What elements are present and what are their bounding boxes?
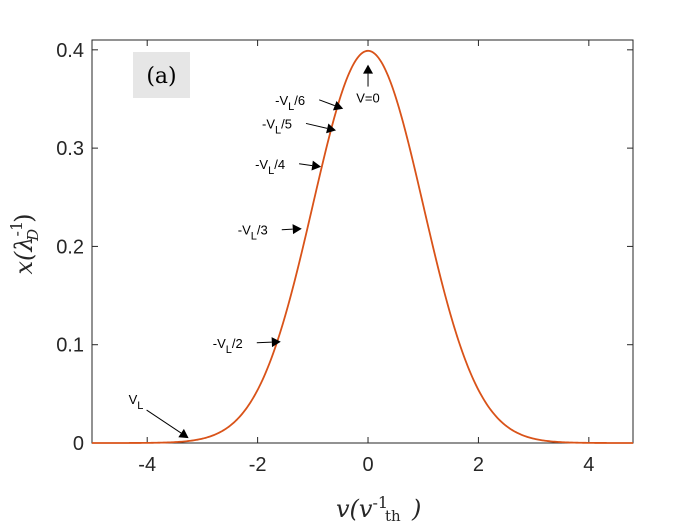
annotation-arrowhead <box>292 224 302 235</box>
x-tick-label: 2 <box>473 454 484 476</box>
y-tick-label: 0.3 <box>56 138 84 160</box>
annotation-arrow <box>146 409 182 434</box>
annotation: -VL/6 <box>275 93 344 113</box>
x-axis-label-close: ) <box>411 495 421 523</box>
annotation-arrowhead <box>178 428 189 439</box>
annotation-arrow <box>319 99 335 107</box>
x-tick-label: -4 <box>138 454 156 476</box>
annotation-arrowhead <box>271 337 281 348</box>
svg-text:x(λ-1D): x(λ-1D) <box>7 213 42 274</box>
annotation-label: -VL/5 <box>262 116 292 136</box>
annotation: V=0 <box>356 64 380 106</box>
y-axis-label: x(λ-1D) <box>7 213 42 274</box>
panel-label-box: (a) <box>133 52 190 98</box>
annotation-arrowhead <box>311 160 322 171</box>
annotation: -VL/5 <box>262 116 337 136</box>
annotation: -VL/3 <box>238 223 302 243</box>
annotation-arrowhead <box>326 123 337 134</box>
x-axis-label: v(v-1 <box>336 493 388 523</box>
annotation-arrow <box>305 122 328 129</box>
annotation-label: -VL/6 <box>275 93 305 113</box>
plot-area <box>91 39 634 444</box>
annotation-arrowhead <box>363 64 374 74</box>
y-tick-label: 0.1 <box>56 335 84 357</box>
axis-tick-labels: -4 -2 0 2 4 0 0.1 0.2 0.3 0.4 <box>56 40 594 476</box>
annotation-label: -VL/3 <box>238 223 268 243</box>
panel-label: (a) <box>146 64 176 89</box>
annotation-arrowhead <box>332 100 344 111</box>
annotation: -VL/2 <box>213 336 281 356</box>
x-axis-label-sub: th <box>385 507 401 525</box>
annotation-label: -VL/4 <box>255 157 285 177</box>
annotation-arrow <box>256 341 272 344</box>
annotation: -VL/4 <box>255 157 322 177</box>
annotation-arrow <box>299 163 313 167</box>
x-tick-label: -2 <box>249 454 267 476</box>
y-tick-label: 0.2 <box>56 236 84 258</box>
annotation-label: -VL/2 <box>213 336 243 356</box>
series-line <box>92 49 633 444</box>
y-tick-label: 0.4 <box>56 40 84 62</box>
x-tick-label: 4 <box>583 454 594 476</box>
y-tick-label: 0 <box>73 433 84 455</box>
annotation-arrow <box>281 228 293 231</box>
x-tick-label: 0 <box>362 454 373 476</box>
annotation-label: V=0 <box>356 91 380 106</box>
